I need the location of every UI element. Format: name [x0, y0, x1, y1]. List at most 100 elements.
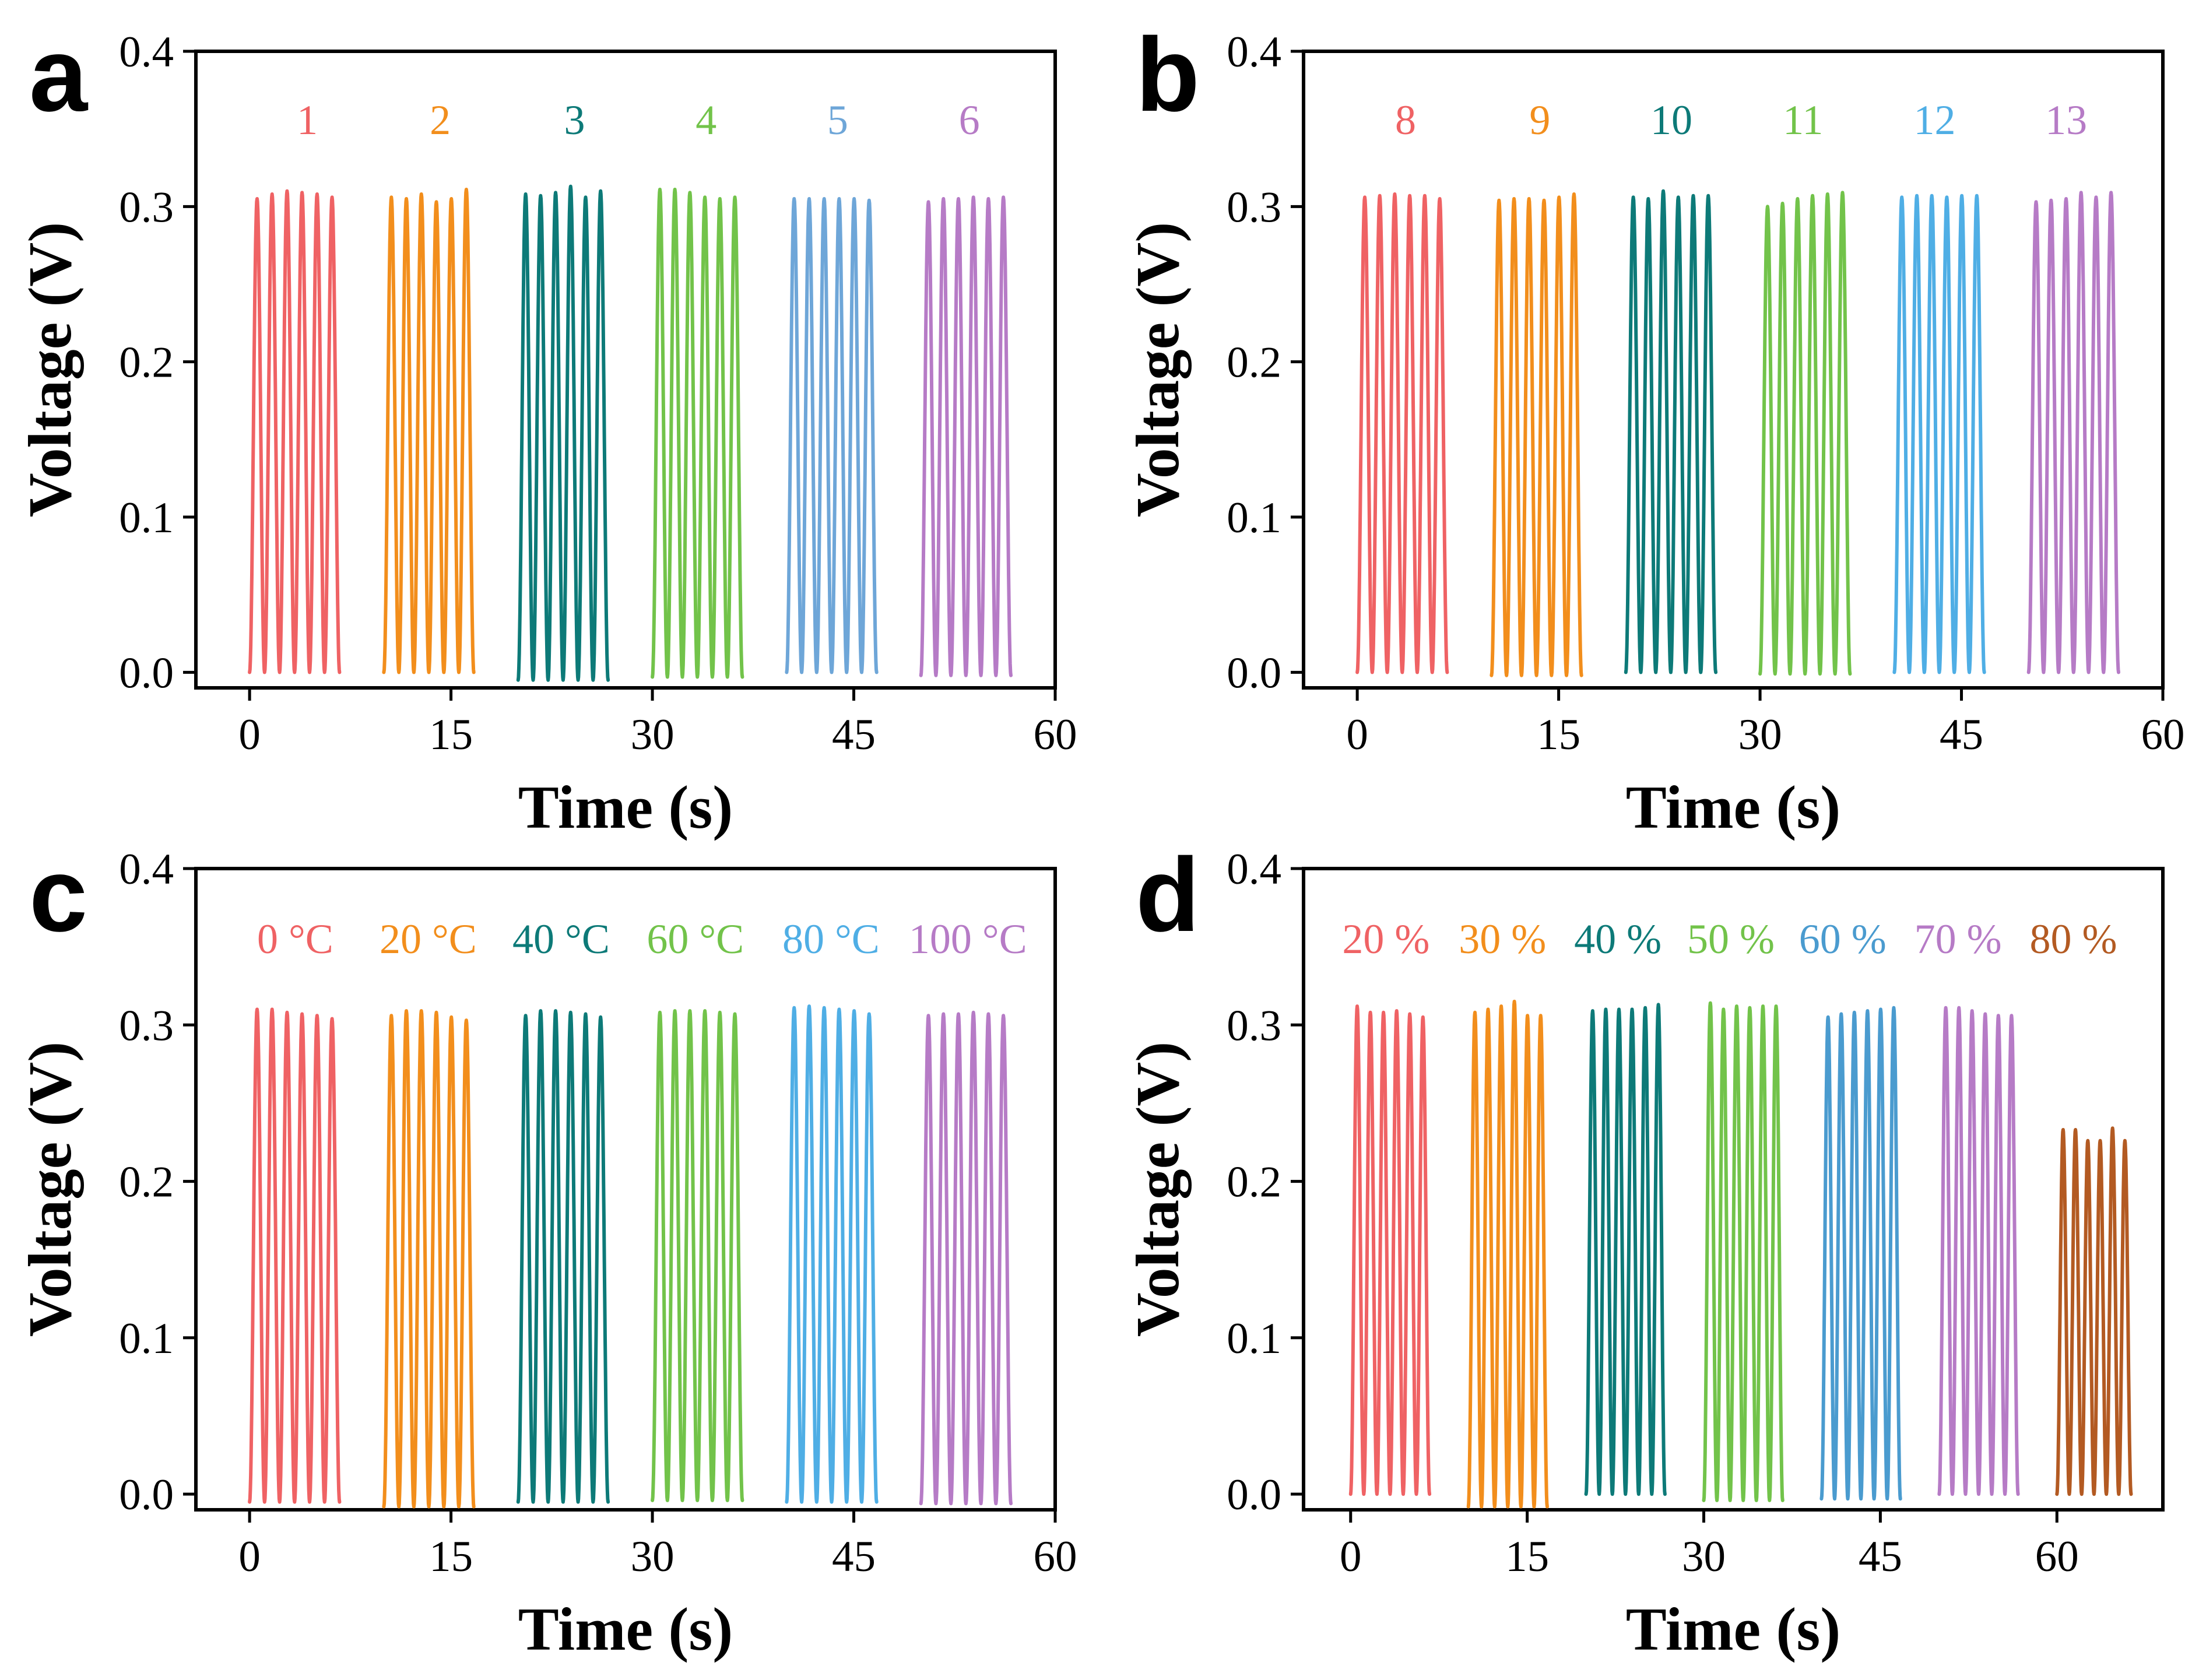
x-tick-label: 45 — [1940, 711, 1983, 759]
series-trace-b-5 — [1892, 194, 1986, 674]
panel-letter: d — [1136, 837, 1200, 954]
x-axis-title: Time (s) — [1626, 773, 1840, 841]
y-tick-label: 0.2 — [119, 1158, 174, 1207]
plot-frame — [194, 50, 1057, 690]
series-trace-b-6 — [2026, 191, 2120, 674]
x-tick-label: 15 — [1537, 711, 1580, 759]
series-label: 8 — [1395, 97, 1416, 143]
series-label: 50 % — [1687, 916, 1775, 962]
series-trace-c-4 — [651, 1009, 744, 1502]
y-tick-label: 0.0 — [1227, 1471, 1281, 1519]
series-label: 5 — [827, 97, 848, 143]
y-tick-label: 0.1 — [119, 1315, 174, 1363]
y-axis-title: Voltage (V) — [16, 222, 84, 517]
series-trace-c-6 — [919, 1010, 1013, 1506]
x-tick-label: 15 — [429, 711, 473, 759]
y-tick-label: 0.2 — [119, 339, 174, 387]
y-tick-label: 0.2 — [1227, 339, 1281, 387]
series-label: 60 % — [1799, 916, 1887, 962]
y-axis-title: Voltage (V) — [1123, 222, 1192, 517]
series-trace-c-3 — [516, 1009, 610, 1504]
series-trace-a-5 — [785, 197, 879, 674]
series-label: 9 — [1529, 97, 1550, 143]
y-tick-label: 0.0 — [119, 649, 174, 697]
series-trace-c-2 — [382, 1009, 476, 1509]
x-tick-label: 30 — [1682, 1533, 1726, 1581]
series-trace-b-4 — [1758, 191, 1852, 676]
series-label: 80 °C — [782, 916, 880, 962]
series-label: 13 — [2045, 97, 2087, 143]
x-axis-title: Time (s) — [518, 1595, 733, 1663]
series-label: 11 — [1783, 97, 1823, 143]
series-label: 20 °C — [380, 916, 477, 962]
series-label: 12 — [1913, 97, 1955, 143]
series-label: 60 °C — [647, 916, 744, 962]
series-label: 10 — [1650, 97, 1692, 143]
panel-letter: c — [29, 837, 87, 954]
series-label: 70 % — [1915, 916, 2002, 962]
x-axis-title: Time (s) — [518, 773, 733, 841]
series-trace-d-1 — [1348, 1004, 1432, 1496]
y-axis-title: Voltage (V) — [1123, 1042, 1192, 1337]
x-tick-label: 30 — [631, 1533, 675, 1581]
y-tick-label: 0.4 — [1227, 845, 1281, 894]
panel-b: b 0 15 30 45 60 0.0 0.1 0.2 0.3 0.4 Time (s) Voltage… — [1123, 16, 2185, 841]
y-tick-label: 0.3 — [119, 1001, 174, 1050]
series-trace-a-2 — [382, 188, 476, 674]
plot-frame — [194, 867, 1057, 1512]
series-trace-d-3 — [1584, 1003, 1667, 1496]
series-trace-a-4 — [651, 188, 744, 679]
series-label: 40 °C — [512, 916, 610, 962]
series-label: 6 — [959, 97, 980, 143]
series-trace-d-6 — [1937, 1006, 2020, 1496]
series-trace-a-6 — [919, 195, 1013, 677]
x-tick-label: 60 — [2035, 1533, 2079, 1581]
y-tick-label: 0.4 — [119, 845, 174, 894]
x-tick-label: 30 — [631, 711, 675, 759]
x-tick-label: 15 — [429, 1533, 473, 1581]
y-tick-label: 0.3 — [1227, 183, 1281, 231]
series-trace-a-1 — [248, 189, 342, 674]
y-tick-label: 0.0 — [119, 1471, 174, 1519]
series-label: 30 % — [1459, 916, 1546, 962]
y-tick-label: 0.2 — [1227, 1158, 1281, 1207]
series-trace-a-3 — [516, 184, 610, 682]
y-tick-label: 0.3 — [119, 183, 174, 231]
series-trace-d-2 — [1466, 1000, 1549, 1509]
y-tick-label: 0.1 — [1227, 1315, 1281, 1363]
y-tick-label: 0.1 — [119, 494, 174, 542]
y-tick-label: 0.4 — [1227, 28, 1281, 76]
series-trace-b-3 — [1624, 189, 1718, 674]
y-tick-label: 0.0 — [1227, 649, 1281, 697]
y-axis-title: Voltage (V) — [16, 1042, 84, 1337]
x-tick-label: 0 — [1340, 1533, 1362, 1581]
plot-frame — [1302, 50, 2165, 690]
series-label: 2 — [430, 97, 451, 143]
series-trace-c-1 — [248, 1007, 342, 1504]
series-label: 40 % — [1574, 916, 1661, 962]
series-trace-d-4 — [1702, 1001, 1785, 1502]
series-trace-d-5 — [1819, 1006, 1902, 1501]
x-tick-label: 0 — [238, 1533, 261, 1581]
x-tick-label: 45 — [832, 711, 876, 759]
x-tick-label: 0 — [238, 711, 261, 759]
x-axis-title: Time (s) — [1626, 1595, 1840, 1663]
x-tick-label: 45 — [832, 1533, 876, 1581]
x-tick-label: 60 — [2141, 711, 2185, 759]
x-tick-label: 0 — [1346, 711, 1368, 759]
panel-d: d 0 15 30 45 60 0.0 0.1 0.2 0.3 0.4 Time (s) Voltage… — [1123, 837, 2165, 1663]
x-tick-label: 15 — [1505, 1533, 1549, 1581]
series-trace-d-7 — [2055, 1126, 2133, 1496]
plot-frame — [1302, 867, 2165, 1512]
panel-c: c 0 15 30 45 60 0.0 0.1 0.2 0.3 0.4 Time (s) Voltage… — [16, 837, 1077, 1663]
series-trace-b-2 — [1490, 192, 1583, 677]
x-tick-label: 45 — [1859, 1533, 1902, 1581]
series-trace-c-5 — [785, 1004, 879, 1504]
y-tick-label: 0.4 — [119, 28, 174, 76]
series-label: 80 % — [2030, 916, 2117, 962]
y-tick-label: 0.3 — [1227, 1001, 1281, 1050]
series-label: 4 — [695, 97, 716, 143]
panel-letter: a — [29, 16, 89, 133]
series-trace-b-1 — [1355, 192, 1449, 674]
